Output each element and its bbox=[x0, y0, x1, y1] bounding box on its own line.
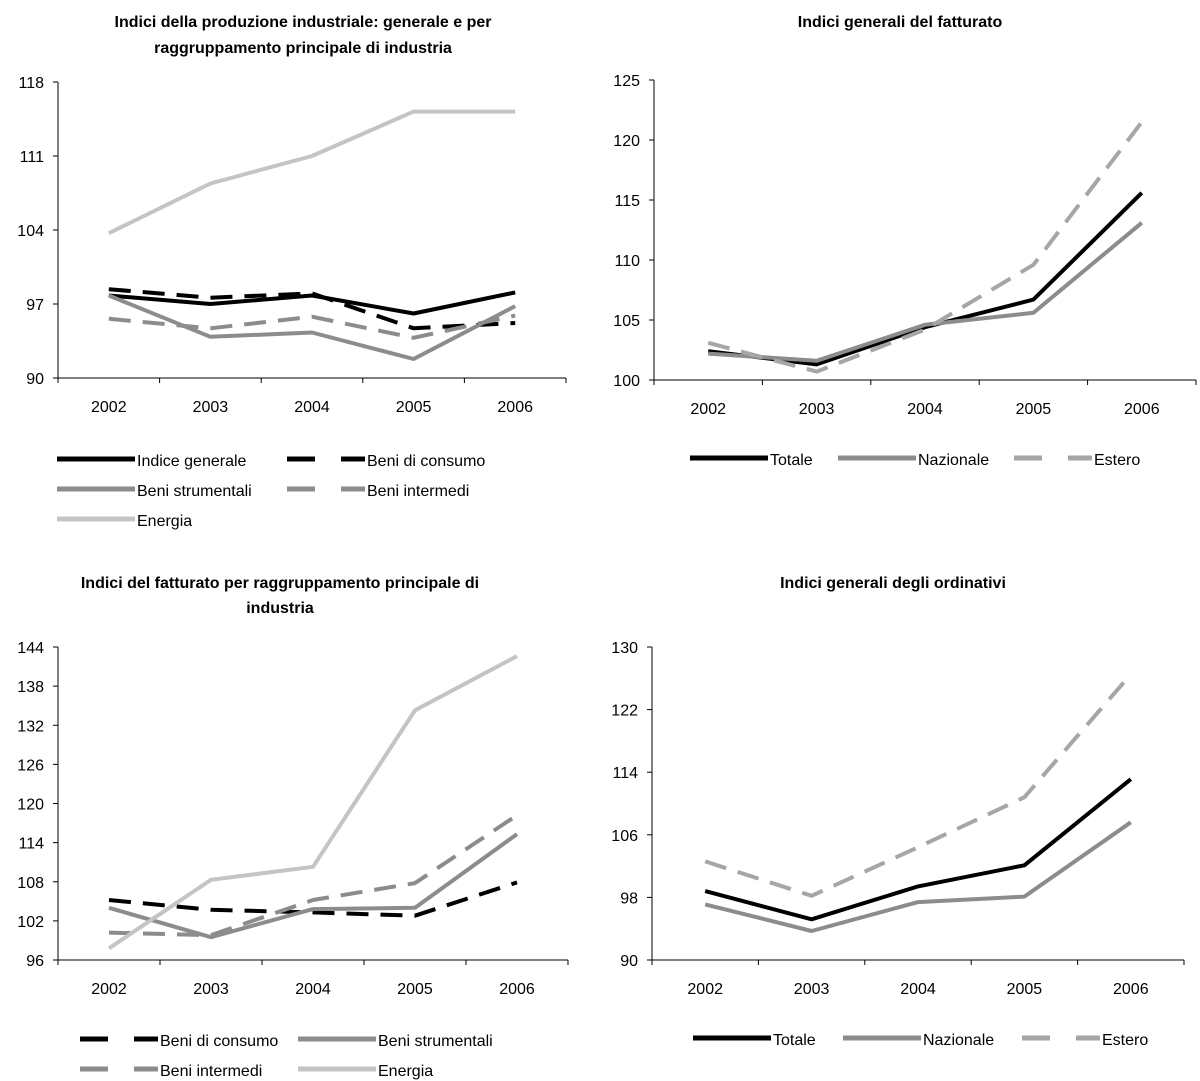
x-tick-label: 2006 bbox=[1113, 981, 1149, 998]
legend-label: Estero bbox=[1094, 452, 1140, 469]
chart-title-line: Indici generali del fatturato bbox=[798, 14, 1003, 31]
x-tick-label: 2003 bbox=[794, 981, 830, 998]
legend-label: Beni di consumo bbox=[367, 453, 485, 470]
legend-label: Beni strumentali bbox=[378, 1033, 493, 1050]
y-tick-label: 122 bbox=[611, 703, 638, 720]
chart-title-line: raggruppamento principale di industria bbox=[154, 40, 452, 57]
y-tick-label: 97 bbox=[26, 297, 44, 314]
y-tick-label: 98 bbox=[620, 890, 638, 907]
y-tick-label: 108 bbox=[17, 875, 44, 892]
y-tick-label: 110 bbox=[614, 253, 640, 270]
x-tick-label: 2002 bbox=[690, 401, 726, 418]
y-tick-label: 144 bbox=[17, 640, 44, 657]
series-line-3 bbox=[707, 120, 1144, 374]
x-tick-label: 2004 bbox=[295, 981, 331, 998]
chart-panel-3: Indici del fatturato per raggruppamento … bbox=[17, 575, 569, 1080]
legend-label: Energia bbox=[137, 513, 192, 530]
legend-label: Beni strumentali bbox=[137, 483, 252, 500]
x-tick-label: 2002 bbox=[687, 981, 723, 998]
legend-label: Beni intermedi bbox=[367, 483, 469, 500]
series-line-2 bbox=[704, 820, 1132, 933]
x-tick-label: 2003 bbox=[193, 399, 229, 416]
y-tick-label: 114 bbox=[612, 765, 638, 782]
y-tick-label: 96 bbox=[26, 953, 44, 970]
x-tick-label: 2006 bbox=[1124, 401, 1160, 418]
chart-panel-2: Indici generali del fatturato 100 105 110 11… bbox=[613, 14, 1197, 469]
x-tick-label: 2005 bbox=[1007, 981, 1043, 998]
x-tick-label: 2006 bbox=[499, 981, 535, 998]
x-tick-label: 2003 bbox=[799, 401, 835, 418]
y-tick-label: 105 bbox=[613, 313, 640, 330]
x-tick-label: 2005 bbox=[396, 399, 432, 416]
x-tick-label: 2004 bbox=[294, 399, 330, 416]
y-tick-label: 111 bbox=[20, 149, 44, 166]
series-line-3 bbox=[108, 813, 519, 938]
legend-label: Beni di consumo bbox=[160, 1033, 278, 1050]
chart-title-line: Indici generali degli ordinativi bbox=[780, 575, 1006, 592]
chart-title-line: Indici della produzione industriale: gen… bbox=[115, 14, 492, 31]
series-line-1 bbox=[108, 880, 518, 918]
y-tick-label: 106 bbox=[611, 828, 638, 845]
legend-label: Totale bbox=[770, 452, 813, 469]
y-tick-label: 132 bbox=[17, 718, 44, 735]
x-tick-label: 2002 bbox=[91, 981, 127, 998]
y-tick-label: 118 bbox=[18, 75, 44, 92]
series-line-4 bbox=[107, 654, 518, 950]
series-line-3 bbox=[704, 673, 1133, 898]
y-tick-label: 114 bbox=[18, 836, 44, 853]
legend-label: Energia bbox=[378, 1063, 433, 1080]
x-tick-label: 2003 bbox=[193, 981, 229, 998]
series-line-1 bbox=[704, 777, 1133, 922]
x-tick-label: 2005 bbox=[397, 981, 433, 998]
y-tick-label: 130 bbox=[611, 640, 638, 657]
y-tick-label: 104 bbox=[17, 223, 44, 240]
y-tick-label: 90 bbox=[26, 371, 44, 388]
legend-label: Indice generale bbox=[137, 453, 247, 470]
series-line-2 bbox=[108, 287, 516, 331]
series-line-4 bbox=[108, 313, 516, 340]
legend-label: Nazionale bbox=[923, 1032, 994, 1049]
y-tick-label: 115 bbox=[614, 193, 640, 210]
chart-title-line: industria bbox=[246, 600, 314, 617]
legend-label: Estero bbox=[1102, 1032, 1148, 1049]
y-tick-label: 120 bbox=[17, 797, 44, 814]
x-tick-label: 2005 bbox=[1016, 401, 1052, 418]
x-tick-label: 2004 bbox=[900, 981, 936, 998]
x-tick-label: 2004 bbox=[907, 401, 943, 418]
x-tick-label: 2002 bbox=[91, 399, 127, 416]
legend-label: Totale bbox=[773, 1032, 816, 1049]
y-tick-label: 126 bbox=[17, 757, 44, 774]
legend-label: Beni intermedi bbox=[160, 1063, 262, 1080]
chart-title-line: Indici del fatturato per raggruppamento … bbox=[81, 575, 479, 592]
series-line-5 bbox=[107, 109, 516, 235]
y-tick-label: 100 bbox=[613, 373, 640, 390]
y-tick-label: 125 bbox=[613, 73, 640, 90]
legend-label: Nazionale bbox=[918, 452, 989, 469]
chart-panel-4: Indici generali degli ordinativi 90 98 106 1… bbox=[611, 575, 1185, 1049]
series-line-2 bbox=[708, 221, 1144, 363]
y-tick-label: 120 bbox=[613, 133, 640, 150]
y-tick-label: 90 bbox=[620, 953, 638, 970]
y-tick-label: 138 bbox=[17, 679, 44, 696]
series-line-2 bbox=[108, 832, 519, 940]
x-tick-label: 2006 bbox=[497, 399, 533, 416]
y-tick-label: 102 bbox=[17, 914, 44, 931]
series-line-1 bbox=[108, 290, 516, 316]
chart-panel-1: Indici della produzione industriale: gen… bbox=[17, 14, 567, 530]
series-line-3 bbox=[108, 293, 517, 361]
